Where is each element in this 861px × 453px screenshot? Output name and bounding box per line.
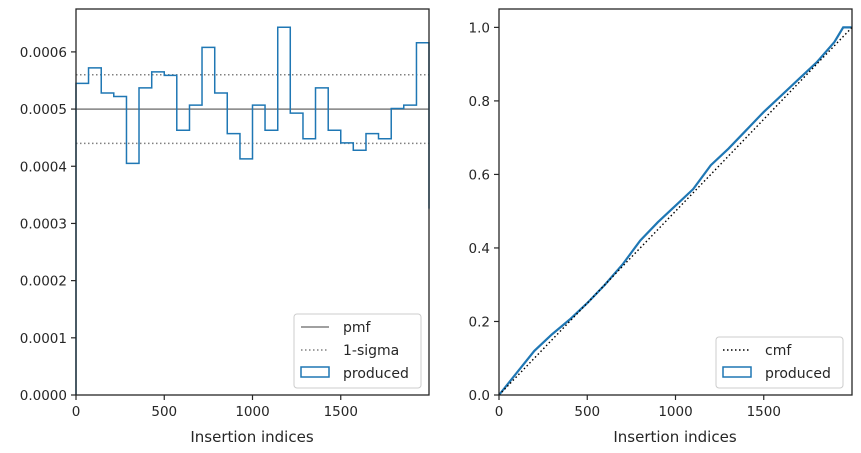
cmf-line bbox=[498, 26, 853, 396]
legend-produced-swatch-right bbox=[722, 366, 752, 378]
right-x-axis-label: Insertion indices bbox=[613, 428, 736, 446]
x-tick-label: 1000 bbox=[235, 404, 269, 420]
produced-histogram bbox=[75, 26, 430, 395]
y-tick-label: 0.4 bbox=[469, 241, 490, 257]
x-tick-label: 1000 bbox=[658, 404, 692, 420]
y-tick-label: 0.6 bbox=[469, 167, 490, 183]
right-y-ticks: 0.0 0.2 0.4 0.6 0.8 1.0 bbox=[469, 20, 499, 404]
y-tick-label: 0.0005 bbox=[20, 102, 67, 118]
left-x-ticks: 0 500 1000 1500 bbox=[72, 395, 358, 420]
legend-produced-label: produced bbox=[343, 366, 409, 382]
x-tick-label: 0 bbox=[72, 404, 81, 420]
legend-produced-label-right: produced bbox=[765, 366, 831, 382]
y-tick-label: 0.0003 bbox=[20, 216, 67, 232]
x-tick-label: 1500 bbox=[747, 404, 781, 420]
right-chart-cmf: 0 500 1000 1500 0.0 0.2 0.4 0.6 0.8 1.0 Insertio… bbox=[469, 8, 853, 446]
left-legend: pmf 1-sigma produced bbox=[293, 313, 422, 389]
x-tick-label: 0 bbox=[495, 404, 504, 420]
produced-cumulative-line bbox=[498, 26, 852, 396]
left-series bbox=[75, 26, 430, 395]
y-tick-label: 0.8 bbox=[469, 94, 490, 110]
left-x-axis-label: Insertion indices bbox=[190, 428, 313, 446]
y-tick-label: 0.0 bbox=[469, 388, 490, 404]
legend-produced-swatch bbox=[300, 366, 330, 378]
y-tick-label: 0.0006 bbox=[20, 45, 67, 61]
x-tick-label: 1500 bbox=[324, 404, 358, 420]
y-tick-label: 1.0 bbox=[469, 20, 490, 36]
legend-pmf-label: pmf bbox=[343, 320, 372, 336]
left-legend-box bbox=[293, 313, 422, 389]
x-tick-label: 500 bbox=[151, 404, 177, 420]
legend-1-sigma-label: 1-sigma bbox=[343, 343, 399, 359]
right-x-ticks: 0 500 1000 1500 bbox=[495, 395, 781, 420]
y-tick-label: 0.0000 bbox=[20, 388, 67, 404]
legend-cmf-label: cmf bbox=[765, 343, 792, 359]
y-tick-label: 0.0001 bbox=[20, 331, 67, 347]
right-legend: cmf produced bbox=[715, 336, 844, 389]
left-y-ticks: 0.0000 0.0001 0.0002 0.0003 0.0004 0.0005 0.00… bbox=[20, 45, 76, 404]
left-chart-pmf: 0 500 1000 1500 0.00000.00010.00020.00030.0… bbox=[20, 8, 430, 446]
y-tick-label: 0.0004 bbox=[20, 159, 67, 175]
x-tick-label: 500 bbox=[574, 404, 600, 420]
y-tick-label: 0.0002 bbox=[20, 274, 67, 290]
right-series bbox=[498, 26, 853, 396]
y-tick-label: 0.2 bbox=[469, 314, 490, 330]
